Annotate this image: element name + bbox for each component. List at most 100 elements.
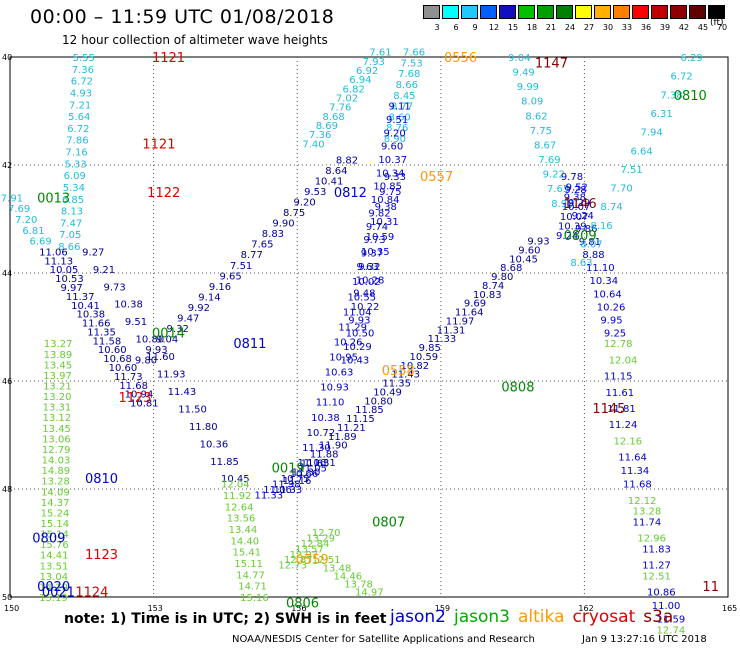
pass-time-label: 1145 — [592, 402, 625, 417]
swh-value: 7.51 — [230, 261, 252, 272]
swh-value: 8.98 — [551, 199, 573, 210]
pass-time-label: 0807 — [372, 515, 405, 530]
swh-value: 9.27 — [82, 247, 104, 258]
lon-tick-label: 156 — [291, 604, 306, 613]
swh-value: 14.37 — [41, 498, 70, 509]
swh-value: 11.35 — [382, 379, 411, 390]
swh-value: 13.44 — [229, 525, 258, 536]
pass-time-label: 0019 — [272, 461, 305, 476]
swh-value: 9.73 — [104, 282, 126, 293]
swh-value: 15.11 — [234, 559, 263, 570]
scale-swatch — [594, 5, 611, 19]
pass-time-label: 1147 — [535, 56, 568, 71]
swh-value: 11.06 — [298, 458, 327, 469]
lat-tick-label: 42 — [2, 161, 12, 170]
scale-label: 36 — [640, 23, 652, 32]
swh-value: 13.48 — [323, 563, 352, 574]
pass-time-label: 0811 — [233, 337, 266, 352]
swh-value: 12.87 — [284, 555, 313, 566]
swh-value: 8.74 — [600, 202, 622, 213]
swh-value: 10.41 — [71, 301, 100, 312]
swh-value: 10.37 — [378, 155, 407, 166]
pass-time-label: 0020 — [37, 580, 70, 595]
swh-value: 9.11 — [389, 102, 411, 113]
swh-value: 11.10 — [316, 398, 345, 409]
pass-time-label: 11 — [702, 580, 719, 595]
legend-cryosat: cryosat — [572, 607, 636, 627]
swh-value: 8.68 — [500, 263, 522, 274]
swh-value: 11.80 — [189, 422, 218, 433]
swh-value: 10.75 — [281, 474, 310, 485]
swh-value: 6.81 — [22, 226, 44, 237]
swh-value: 9.95 — [600, 315, 622, 326]
swh-value: 12.12 — [628, 496, 657, 507]
swh-value: 8.66 — [396, 80, 418, 91]
scale-label: 3 — [434, 23, 440, 32]
satellite-legend: jason2 jason3 altika cryosat s3a — [390, 607, 681, 627]
swh-value: 10.82 — [400, 361, 429, 372]
swh-value: 7.76 — [329, 103, 351, 114]
swh-value: 6.85 — [62, 195, 84, 206]
swh-value: 7.16 — [65, 148, 87, 159]
swh-value: 9.51 — [125, 317, 147, 328]
note-text: note: 1) Time is in UTC; 2) SWH is in fe… — [64, 611, 387, 627]
swh-value: 9.80 — [135, 355, 157, 366]
swh-value: 13.27 — [44, 339, 73, 350]
swh-value: 7.68 — [398, 69, 420, 80]
swh-value: 13.78 — [344, 580, 373, 591]
swh-value: 10.49 — [373, 387, 402, 398]
swh-value: 8.13 — [61, 207, 83, 218]
swh-value: 15.14 — [40, 530, 69, 541]
lat-tick-label: 44 — [2, 269, 12, 278]
pass-time-label: 0808 — [501, 380, 534, 395]
swh-value: 6.82 — [343, 84, 365, 95]
swh-value: 9.90 — [272, 219, 294, 230]
swh-value: 10.63 — [325, 368, 354, 379]
swh-value: 10.22 — [351, 302, 380, 313]
pass-time-label: 0810 — [85, 472, 118, 487]
swh-value: 7.20 — [15, 215, 37, 226]
swh-value: 13.51 — [40, 561, 69, 572]
swh-value: 11.90 — [319, 441, 348, 452]
swh-value: 10.80 — [364, 396, 393, 407]
swh-value: 10.84 — [371, 195, 400, 206]
swh-value: 9.49 — [512, 68, 534, 79]
pass-time-label: 0557 — [420, 170, 453, 185]
swh-value: 11.05 — [298, 463, 327, 474]
swh-value: 11.06 — [39, 247, 68, 258]
swh-value: 12.51 — [312, 555, 341, 566]
swh-value: 14.19 — [39, 582, 68, 593]
swh-value: 11.85 — [355, 405, 384, 416]
swh-value: 11.24 — [609, 420, 638, 431]
swh-value: 10.83 — [473, 290, 502, 301]
swh-value: 11.31 — [437, 325, 466, 336]
swh-value: 11.60 — [146, 352, 175, 363]
swh-value: 11.93 — [157, 370, 186, 381]
swh-value: 10.53 — [55, 274, 84, 285]
legend-jason3: jason3 — [454, 607, 510, 627]
swh-value: 9.93 — [145, 345, 167, 356]
swh-value: 6.72 — [71, 77, 93, 88]
swh-value: 7.91 — [1, 193, 23, 204]
swh-value: 9.93 — [527, 237, 549, 248]
swh-value: 8.60 — [389, 112, 411, 123]
swh-value: 7.65 — [251, 240, 273, 251]
swh-value: 8.83 — [262, 229, 284, 240]
swh-value: 6.72 — [670, 72, 692, 83]
swh-value: 13.20 — [43, 392, 72, 403]
swh-value: 13.45 — [43, 360, 72, 371]
swh-value: 8.76 — [386, 123, 408, 134]
swh-value: 7.53 — [400, 58, 422, 69]
pass-time-label: 1123 — [85, 548, 118, 563]
scale-swatch — [632, 5, 649, 19]
swh-value: 7.61 — [369, 48, 391, 59]
swh-value: 14.46 — [333, 571, 362, 582]
legend-jason2: jason2 — [390, 607, 446, 627]
scale-label: 42 — [678, 23, 690, 32]
swh-value: 14.97 — [355, 588, 384, 599]
swh-value: 10.07 — [560, 212, 589, 223]
scale-swatch — [670, 5, 687, 19]
swh-value: 11.15 — [346, 414, 375, 425]
pass-time-label: 1124 — [75, 586, 108, 601]
swh-value: 7.40 — [302, 139, 324, 150]
